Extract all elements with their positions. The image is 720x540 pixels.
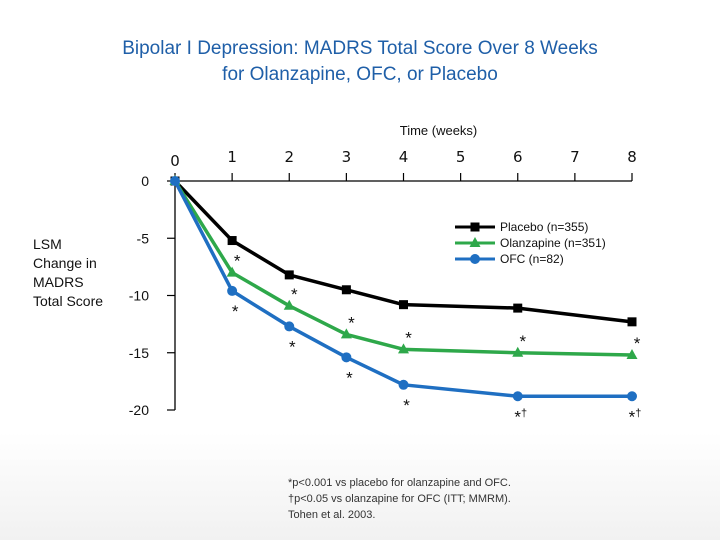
data-point-circle — [284, 321, 295, 332]
significance-star: * — [346, 368, 353, 387]
x-axis-title: Time (weeks) — [400, 123, 478, 138]
footnote-2: †p<0.05 vs olanzapine for OFC (ITT; MMRM… — [288, 493, 511, 505]
data-point-circle — [512, 391, 523, 402]
x-tick-label: 6 — [513, 148, 523, 166]
series-line-triangle — [173, 180, 633, 357]
y-tick-label: -20 — [129, 402, 149, 418]
significance-annotation: * — [234, 252, 241, 271]
significance-star: * — [403, 396, 410, 415]
x-tick-label: 8 — [627, 148, 637, 166]
x-tick-label: 1 — [227, 148, 237, 166]
significance-star: * — [514, 407, 521, 426]
data-point-square — [284, 270, 294, 280]
legend-label: Olanzapine (n=351) — [500, 236, 606, 250]
data-point-triangle — [626, 349, 638, 360]
significance-annotation: * — [405, 328, 412, 347]
data-point-triangle — [398, 343, 409, 354]
y-tick-label: -10 — [129, 288, 149, 304]
data-point-circle — [398, 379, 409, 390]
data-point-triangle — [283, 299, 295, 310]
significance-star: * — [348, 313, 355, 332]
title-line-1: Bipolar I Depression: MADRS Total Score … — [122, 38, 598, 59]
y-axis-label: LSM Change in MADRS Total Score — [33, 235, 103, 311]
x-tick-label: 4 — [399, 148, 409, 166]
data-point-square — [627, 317, 637, 327]
data-point-triangle — [226, 266, 238, 277]
y-axis-label-line: LSM — [33, 236, 62, 252]
significance-star: * — [291, 285, 298, 304]
data-point-square — [341, 285, 351, 295]
data-point-circle — [627, 391, 637, 402]
data-point-triangle — [340, 328, 352, 339]
significance-dagger: † — [635, 407, 641, 419]
significance-annotation: * — [232, 302, 239, 321]
chart-title: Bipolar I Depression: MADRS Total Score … — [0, 36, 720, 88]
data-point-triangle — [469, 237, 481, 247]
data-point-square — [513, 303, 523, 313]
x-tick-label: 7 — [570, 148, 580, 166]
data-point-circle — [341, 352, 352, 363]
significance-annotation: * — [289, 337, 296, 356]
significance-annotation: *† — [629, 407, 642, 426]
y-axis-label-line: Change in — [33, 255, 97, 271]
footnote-1: *p<0.001 vs placebo for olanzapine and O… — [288, 477, 511, 489]
title-line-2: for Olanzapine, OFC, or Placebo — [222, 64, 498, 85]
significance-annotation: * — [346, 368, 353, 387]
significance-star: * — [634, 334, 641, 353]
legend-label: OFC (n=82) — [500, 252, 564, 266]
significance-star: * — [289, 337, 296, 356]
footnote-3: Tohen et al. 2003. — [288, 509, 376, 521]
y-tick-label: 0 — [141, 173, 149, 189]
y-tick-label: -5 — [137, 230, 150, 246]
data-point-circle — [470, 254, 480, 264]
significance-annotation: * — [403, 396, 410, 415]
x-tick-label: 2 — [284, 148, 294, 166]
significance-annotation: * — [634, 334, 641, 353]
significance-annotation: *† — [514, 407, 527, 426]
data-point-circle — [227, 285, 238, 296]
x-tick-label: 3 — [342, 148, 352, 166]
significance-star: * — [234, 252, 241, 271]
footnotes: *p<0.001 vs placebo for olanzapine and O… — [288, 475, 511, 523]
data-point-square — [399, 300, 408, 310]
significance-annotation: * — [291, 285, 298, 304]
data-point-circle — [170, 176, 180, 186]
y-tick-label: -15 — [129, 345, 149, 361]
legend-label: Placebo (n=355) — [500, 220, 588, 234]
significance-star: * — [405, 328, 412, 347]
significance-star: * — [629, 407, 636, 426]
x-tick-label: 0 — [170, 152, 180, 170]
x-tick-label: 5 — [456, 148, 466, 166]
significance-annotation: * — [519, 332, 526, 351]
significance-star: * — [232, 302, 239, 321]
data-point-square — [227, 236, 237, 246]
series-line-circle — [173, 180, 632, 399]
y-axis-label-line: Total Score — [33, 293, 104, 309]
data-point-square — [470, 222, 480, 232]
data-point-triangle — [512, 346, 524, 357]
significance-dagger: † — [521, 407, 527, 419]
significance-annotation: * — [348, 313, 355, 332]
significance-star: * — [519, 332, 526, 351]
y-axis-label-line: MADRS — [33, 274, 84, 290]
